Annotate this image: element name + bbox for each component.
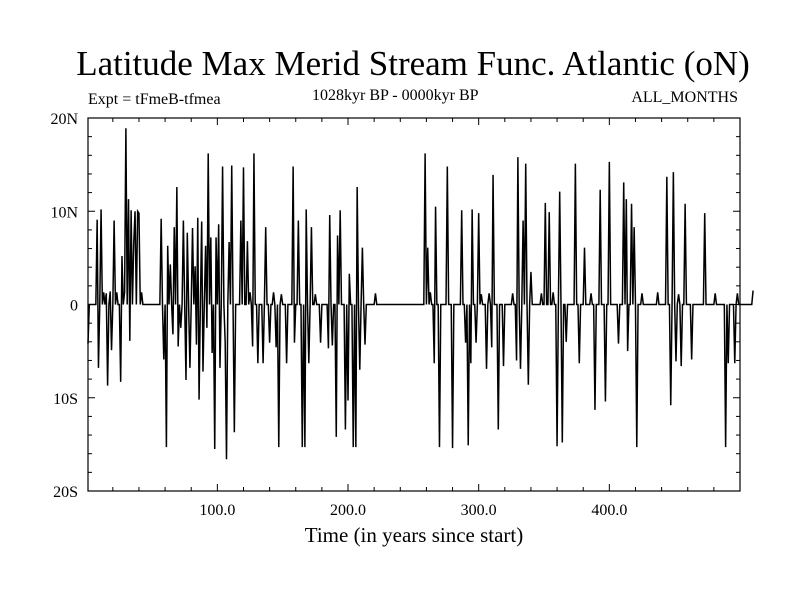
label-layer: 100.0 200.0 300.0 400.0 20N 10N 0 10S 20S (50, 111, 627, 519)
y-tick-label: 20N (50, 111, 78, 128)
chart-title: Latitude Max Merid Stream Func. Atlantic… (76, 44, 750, 83)
y-tick-label: 20S (53, 484, 78, 501)
series-layer (87, 128, 754, 460)
x-tick-label: 300.0 (461, 502, 497, 519)
x-tick-label: 200.0 (330, 502, 366, 519)
plot-frame (87, 117, 741, 492)
y-tick-label: 0 (70, 298, 78, 315)
y-tick-label: 10S (53, 391, 78, 408)
y-tick-label: 10N (50, 204, 78, 221)
series-line-0 (87, 128, 754, 460)
months-label: ALL_MONTHS (631, 89, 738, 106)
experiment-label: Expt = tFmeB-tfmea (88, 91, 221, 108)
tick-layer (88, 117, 740, 492)
x-tick-label: 100.0 (199, 502, 235, 519)
x-tick-label: 400.0 (591, 502, 627, 519)
x-axis-title: Time (in years since start) (305, 523, 524, 547)
period-label: 1028kyr BP - 0000kyr BP (312, 87, 479, 104)
